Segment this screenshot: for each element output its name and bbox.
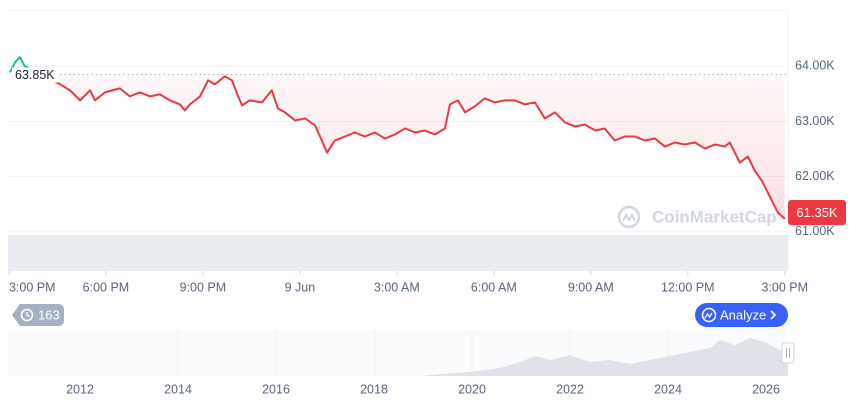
y-tick-label: 63.00K: [795, 114, 835, 128]
reference-label: 63.85K: [15, 68, 55, 82]
x-tick-label: 6:00 AM: [471, 280, 517, 294]
price-line: [9, 56, 786, 220]
x-tick-label: 12:00 PM: [661, 280, 715, 294]
navigator-year: 2020: [458, 382, 486, 396]
x-tick-label: 9:00 PM: [180, 280, 227, 294]
current-price-label: 61.35K: [796, 205, 838, 220]
reference-label-bg: [12, 67, 58, 83]
navigator-year: 2024: [654, 382, 682, 396]
x-tick-label: 3:00 AM: [374, 280, 420, 294]
history-count: 163: [38, 307, 60, 322]
navigator-year: 2022: [556, 382, 584, 396]
navigator-area: [8, 338, 788, 376]
x-tick-label: 9 Jun: [285, 280, 316, 294]
y-tick-label: 64.00K: [795, 59, 835, 73]
x-tick-label: 3:00 PM: [761, 280, 808, 294]
y-tick-label: 62.00K: [795, 169, 835, 183]
x-tick-label: 6:00 PM: [83, 280, 130, 294]
navigator-year: 2016: [262, 382, 290, 396]
watermark: CoinMarketCap: [617, 205, 777, 229]
history-badge[interactable]: 163: [12, 304, 64, 326]
volume-band: [8, 235, 788, 271]
x-tick-label: 3:00 PM: [9, 280, 56, 294]
navigator-handle[interactable]: [781, 342, 795, 364]
navigator-year: 2018: [360, 382, 388, 396]
analyze-label: Analyze: [720, 307, 766, 322]
watermark-text: CoinMarketCap: [652, 207, 777, 226]
x-tick-label: 9:00 AM: [568, 280, 614, 294]
navigator-year: 2026: [752, 382, 780, 396]
area-fill: [9, 74, 785, 219]
navigator-year: 2014: [164, 382, 192, 396]
current-price-badge: [788, 200, 846, 226]
analyze-button[interactable]: Analyze: [695, 303, 788, 327]
navigator-year: 2012: [66, 382, 94, 396]
y-tick-label: 61.00K: [795, 224, 835, 238]
